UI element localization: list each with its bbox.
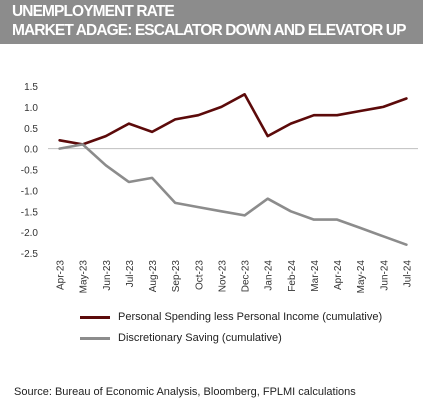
data-point — [151, 131, 153, 133]
line-chart: 1.5 1.0 0.5 0.0 -0.5 -1.0 -1.5 -2.0 -2.5 Apr-23 Ma… — [21, 82, 418, 294]
data-point — [105, 164, 107, 167]
x-tick-label: May-24 — [356, 260, 367, 294]
x-tick-label: Jul-24 — [402, 260, 413, 288]
data-point — [359, 110, 361, 112]
data-point — [266, 197, 269, 200]
data-point — [105, 135, 107, 137]
series-line-saving — [58, 143, 408, 246]
data-point — [174, 118, 176, 121]
x-tick-label: Feb-24 — [287, 260, 298, 292]
x-tick-label: Jan-24 — [264, 260, 275, 291]
legend-item-saving: Discretionary Saving (cumulative) — [80, 332, 282, 344]
data-point — [197, 206, 200, 208]
x-tick-label: Apr-23 — [56, 260, 67, 290]
x-tick-label: Oct-23 — [194, 260, 205, 290]
y-tick-label: 0.0 — [24, 145, 38, 156]
legend-item-spending: Personal Spending less Personal Income (… — [80, 311, 382, 323]
legend-swatch-spending — [80, 315, 110, 319]
data-point — [220, 210, 223, 213]
data-point — [336, 114, 338, 117]
x-tick-label: Mar-24 — [310, 260, 321, 292]
y-tick-label: -1.5 — [21, 207, 39, 218]
data-point — [290, 210, 292, 213]
source-note: Source: Bureau of Economic Analysis, Blo… — [14, 386, 356, 398]
x-tick-label: Nov-23 — [217, 260, 228, 293]
data-point — [313, 218, 315, 221]
x-tick-label: May-23 — [79, 260, 90, 294]
data-point — [405, 97, 408, 100]
x-tick-label: Sep-23 — [171, 260, 182, 293]
title-banner: UNEMPLOYMENT RATE MARKET ADAGE: ESCALATO… — [0, 0, 423, 44]
data-point — [197, 114, 200, 117]
x-tick-label: Aug-23 — [148, 260, 159, 293]
data-point — [313, 114, 315, 117]
data-point — [128, 181, 130, 183]
x-tick-label: Jun-24 — [379, 260, 390, 291]
legend-label-spending: Personal Spending less Personal Income (… — [118, 311, 383, 323]
legend-label-saving: Discretionary Saving (cumulative) — [118, 332, 282, 344]
legend-swatch-saving — [80, 336, 110, 340]
data-point — [382, 106, 385, 108]
data-point — [81, 143, 84, 146]
y-tick-label: 1.5 — [24, 82, 38, 93]
x-tick-label: Apr-24 — [333, 260, 344, 290]
x-tick-label: Dec-23 — [241, 260, 252, 293]
data-point — [128, 122, 130, 125]
data-point — [220, 106, 223, 108]
x-tick-label: Jul-23 — [125, 260, 136, 288]
y-tick-label: -2.5 — [21, 249, 39, 260]
data-point — [382, 235, 385, 238]
data-point — [151, 177, 153, 179]
data-point — [58, 139, 61, 142]
data-point — [243, 93, 246, 96]
data-point — [243, 214, 246, 217]
data-point — [405, 243, 408, 246]
data-point — [58, 147, 61, 150]
y-tick-label: -0.5 — [21, 166, 39, 177]
chart-title-line-1: UNEMPLOYMENT RATE — [12, 3, 175, 20]
chart-title-line-2: MARKET ADAGE: ESCALATOR DOWN AND ELEVATO… — [12, 22, 406, 39]
y-tick-label: -2.0 — [21, 228, 39, 239]
series-line-spending — [58, 92, 408, 146]
data-point — [174, 202, 176, 204]
y-tick-label: 1.0 — [24, 103, 38, 114]
data-point — [266, 135, 269, 137]
y-tick-label: -1.0 — [21, 186, 39, 197]
data-point — [359, 227, 361, 229]
data-point — [290, 122, 292, 125]
y-tick-label: 0.5 — [24, 124, 38, 135]
data-point — [336, 218, 338, 221]
x-tick-label: Jun-23 — [102, 260, 113, 291]
